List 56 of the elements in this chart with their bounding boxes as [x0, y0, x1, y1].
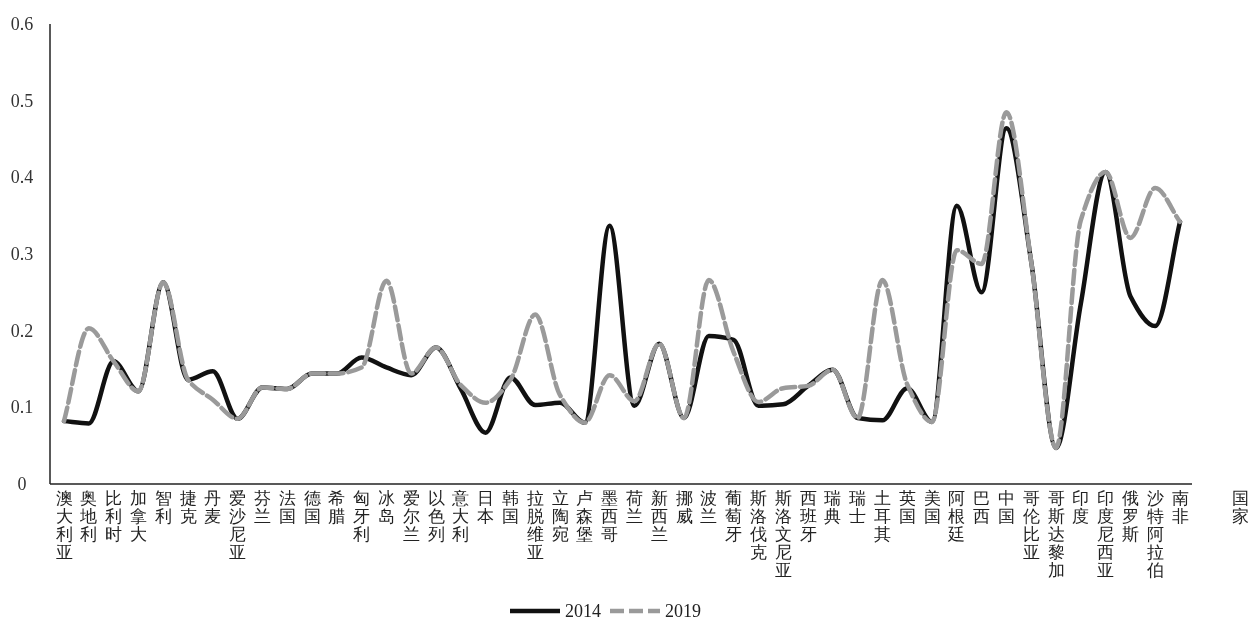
x-tick-label: 匈牙利	[353, 489, 371, 544]
x-tick-label: 荷兰	[625, 489, 643, 526]
legend-label: 2019	[665, 601, 701, 621]
y-tick-label: 0.3	[10, 244, 34, 264]
x-tick-label: 丹麦	[204, 489, 222, 526]
x-tick-label: 哥伦比亚	[1022, 489, 1040, 562]
y-tick-label: 0.2	[10, 320, 34, 341]
x-tick-label: 西班牙	[799, 489, 817, 544]
x-tick-label: 日本	[477, 489, 495, 526]
x-tick-label: 意大利	[451, 489, 470, 544]
x-tick-label: 韩国	[501, 489, 519, 526]
x-tick-label: 立陶宛	[551, 489, 569, 544]
x-tick-label: 卢森堡	[576, 489, 594, 544]
x-tick-label: 澳大利亚	[55, 489, 73, 562]
x-tick-label: 印度	[1072, 489, 1090, 526]
x-tick-label: 南非	[1171, 489, 1189, 526]
x-tick-label: 爱沙尼亚	[229, 489, 247, 562]
x-tick-label: 瑞典	[824, 489, 842, 526]
x-tick-label: 捷克	[179, 489, 197, 526]
y-tick-label: 0	[17, 474, 27, 494]
x-axis-title: 国家	[1231, 489, 1249, 526]
x-tick-label: 新西兰	[650, 489, 668, 544]
x-tick-label: 冰岛	[377, 489, 395, 526]
x-tick-label: 比利时	[105, 489, 123, 544]
x-tick-label: 土耳其	[873, 489, 891, 544]
x-tick-label: 智利	[154, 489, 172, 526]
x-tick-label: 哥斯达黎加	[1047, 489, 1065, 580]
y-tick-label: 0.1	[10, 397, 34, 418]
x-tick-label: 法国	[278, 489, 296, 526]
x-tick-label: 俄罗斯	[1121, 489, 1139, 544]
x-tick-label: 墨西哥	[601, 489, 619, 544]
x-tick-label: 葡萄牙	[725, 489, 743, 544]
x-tick-label: 波兰	[700, 489, 718, 526]
x-tick-label: 中国	[997, 489, 1015, 526]
y-tick-label: 0.5	[10, 90, 34, 111]
x-tick-label: 挪威	[675, 489, 693, 526]
x-tick-label: 芬兰	[253, 489, 271, 526]
x-tick-label: 希腊	[328, 489, 346, 526]
x-tick-label: 美国	[923, 489, 941, 526]
legend-label: 2014	[565, 601, 601, 621]
x-tick-label: 阿根廷	[947, 489, 966, 544]
x-tick-label: 拉脱维亚	[526, 489, 544, 562]
y-tick-label: 0.4	[10, 167, 34, 188]
x-tick-label: 爱尔兰	[402, 489, 420, 544]
x-tick-label: 沙特阿拉伯	[1145, 489, 1164, 580]
x-tick-label: 瑞士	[849, 489, 867, 526]
x-tick-label: 斯洛文尼亚	[774, 489, 792, 580]
x-tick-label: 印度尼西亚	[1097, 489, 1115, 580]
x-tick-label: 奥地利	[79, 489, 98, 544]
x-tick-label: 斯洛伐克	[749, 489, 767, 562]
x-tick-label: 以色列	[427, 489, 445, 544]
x-tick-label: 英国	[898, 489, 916, 526]
x-tick-label: 巴西	[973, 489, 991, 526]
x-tick-label: 加拿大	[129, 489, 147, 544]
y-tick-label: 0.6	[10, 14, 34, 34]
x-tick-label: 德国	[303, 489, 321, 526]
